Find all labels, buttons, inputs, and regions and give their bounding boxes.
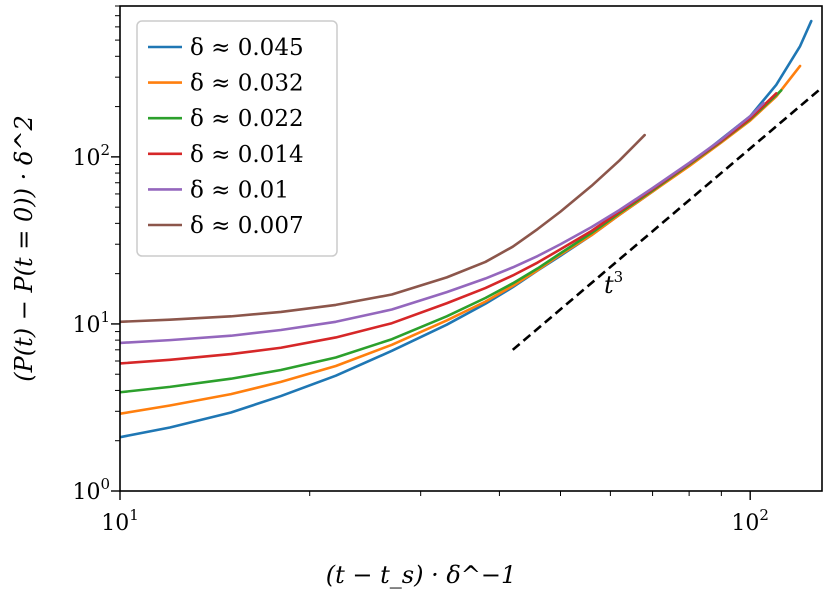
axis-labels: t3(t − t_s) · δ^−1(P(t) − P(t = 0)) · δ^… <box>10 115 623 589</box>
y-tick-label: 100 <box>72 475 110 505</box>
legend-label: δ ≈ 0.022 <box>190 106 304 132</box>
series-lines <box>120 19 813 439</box>
legend-label: δ ≈ 0.032 <box>190 71 304 97</box>
legend-label: δ ≈ 0.045 <box>190 35 304 61</box>
x-tick-label: 101 <box>101 506 139 536</box>
reference-line <box>511 86 822 351</box>
series-line-6 <box>120 133 646 324</box>
legend-label: δ ≈ 0.007 <box>190 213 304 239</box>
legend: δ ≈ 0.045 δ ≈ 0.032 δ ≈ 0.022 δ ≈ 0.014 δ ≈ … <box>136 20 338 257</box>
reference-line-group <box>511 86 822 351</box>
series-line-5 <box>120 101 765 345</box>
x-axis-label: (t − t_s) · δ^−1 <box>326 561 517 589</box>
x-tick-label: 102 <box>731 506 769 536</box>
y-tick-label: 101 <box>72 308 110 338</box>
legend-label: δ ≈ 0.014 <box>190 142 304 168</box>
y-tick-label: 102 <box>72 141 110 171</box>
legend-box <box>136 20 338 257</box>
plot-frame <box>119 5 823 492</box>
y-axis-label: (P(t) − P(t = 0)) · δ^2 <box>10 115 38 381</box>
legend-label: δ ≈ 0.01 <box>190 177 289 203</box>
